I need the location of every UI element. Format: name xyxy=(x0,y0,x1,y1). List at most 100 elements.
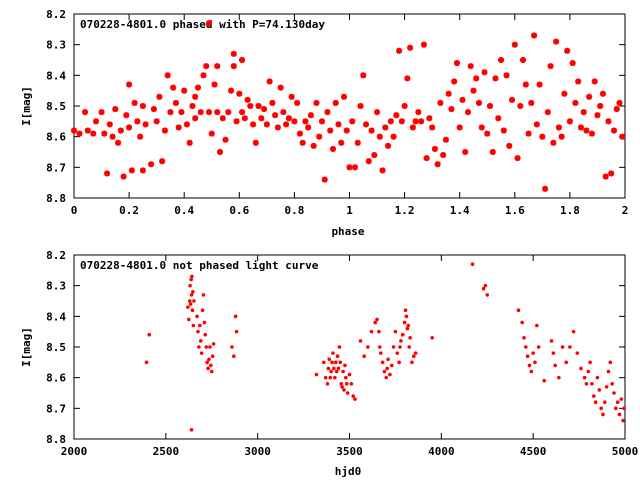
data-point xyxy=(234,329,239,334)
data-point xyxy=(330,360,334,365)
data-point xyxy=(553,363,558,368)
data-point xyxy=(346,164,353,171)
data-point xyxy=(583,127,590,134)
data-point xyxy=(272,112,279,119)
data-point xyxy=(219,115,226,122)
data-point xyxy=(412,118,419,125)
data-point xyxy=(333,375,337,380)
data-point xyxy=(555,124,562,131)
data-point xyxy=(134,118,141,125)
data-point xyxy=(426,115,433,122)
data-point xyxy=(475,99,482,106)
data-point xyxy=(399,339,403,343)
data-point xyxy=(531,32,538,39)
data-point xyxy=(561,90,568,97)
data-point xyxy=(353,397,357,401)
data-point xyxy=(357,103,364,109)
x-tick-label: 3000 xyxy=(244,445,271,458)
data-point xyxy=(485,293,490,297)
data-point xyxy=(396,47,403,54)
data-point xyxy=(602,173,609,180)
data-point xyxy=(588,130,595,137)
data-point xyxy=(239,109,246,116)
data-point xyxy=(387,118,394,125)
data-point xyxy=(209,369,214,374)
data-point xyxy=(531,351,535,355)
data-point xyxy=(339,382,344,386)
data-point xyxy=(186,139,193,146)
data-point xyxy=(522,81,529,88)
data-point xyxy=(619,133,626,140)
data-point xyxy=(365,158,372,165)
data-point xyxy=(440,152,447,159)
data-point xyxy=(509,96,516,103)
data-point xyxy=(566,118,573,125)
data-point xyxy=(349,382,354,386)
data-point xyxy=(351,394,355,398)
data-point xyxy=(451,78,458,85)
x-tick-label: 0 xyxy=(71,204,78,217)
x-tick-label: 1.4 xyxy=(450,204,470,217)
data-point xyxy=(590,382,594,386)
data-point xyxy=(582,375,587,380)
data-point xyxy=(167,109,174,116)
data-point xyxy=(161,127,168,134)
data-point xyxy=(599,406,603,411)
data-point xyxy=(343,363,347,368)
y-tick-label: 8.4 xyxy=(46,310,66,323)
data-point xyxy=(608,360,613,365)
data-point xyxy=(329,145,336,152)
data-point xyxy=(402,320,407,325)
data-point xyxy=(525,130,532,137)
data-point xyxy=(241,115,248,122)
chart-title: 070228-4801.0 phased with P=74.130day xyxy=(80,18,325,31)
data-point xyxy=(569,60,576,67)
data-point xyxy=(429,124,436,131)
x-tick-label: 4000 xyxy=(428,445,455,458)
data-point xyxy=(198,323,202,328)
data-point xyxy=(321,360,326,365)
data-point xyxy=(368,127,375,134)
data-point xyxy=(406,323,411,328)
data-point xyxy=(190,308,195,313)
y-tick-label: 8.6 xyxy=(46,131,66,144)
data-point xyxy=(139,167,146,174)
data-point xyxy=(228,87,235,94)
data-point xyxy=(393,112,400,119)
x-tick-label: 4500 xyxy=(520,445,547,458)
data-point xyxy=(200,308,205,313)
data-point xyxy=(411,354,416,359)
data-point xyxy=(217,149,224,155)
data-point xyxy=(363,121,370,128)
chart-title: 070228-4801.0 not phased light curve xyxy=(80,259,319,272)
data-point xyxy=(459,96,466,103)
data-point xyxy=(211,342,216,346)
data-point xyxy=(382,369,387,374)
y-tick-label: 8.5 xyxy=(46,100,66,113)
data-point xyxy=(522,336,526,340)
data-point xyxy=(591,394,596,398)
data-point xyxy=(126,81,133,88)
data-point xyxy=(586,93,593,100)
data-point xyxy=(203,63,210,70)
data-point xyxy=(178,109,185,116)
data-point xyxy=(186,305,190,309)
y-tick-label: 8.2 xyxy=(46,249,66,262)
data-point xyxy=(192,299,196,303)
x-tick-label: 0.2 xyxy=(119,204,139,217)
data-point xyxy=(610,127,617,134)
data-point xyxy=(188,283,192,288)
data-point xyxy=(172,99,179,106)
data-point xyxy=(210,354,215,359)
data-point xyxy=(588,360,592,365)
data-point xyxy=(378,345,382,349)
data-point xyxy=(252,139,259,146)
data-point xyxy=(483,283,488,288)
data-point xyxy=(338,139,345,146)
y-tick-label: 8.2 xyxy=(46,8,66,21)
data-point xyxy=(214,63,221,70)
data-point xyxy=(489,149,496,155)
data-point xyxy=(434,161,441,168)
data-point xyxy=(183,121,190,128)
data-point xyxy=(533,360,537,365)
